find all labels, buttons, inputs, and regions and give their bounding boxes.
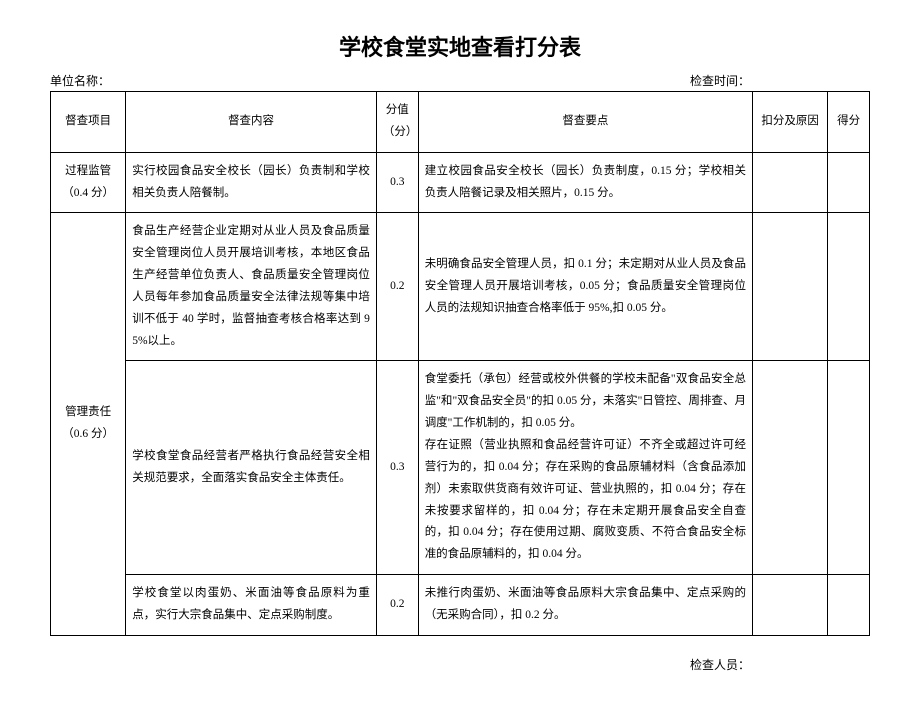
col-content: 督查内容 <box>126 92 377 153</box>
cell-deduct <box>752 213 827 361</box>
page-title: 学校食堂实地查看打分表 <box>50 30 870 62</box>
meta-row: 单位名称： 检查时间： <box>50 72 870 89</box>
cell-score: 0.2 <box>376 213 418 361</box>
table-row: 学校食堂以肉蛋奶、米面油等食品原料为重点，实行大宗食品集中、定点采购制度。 0.… <box>51 575 870 636</box>
cell-points: 未推行肉蛋奶、米面油等食品原料大宗食品集中、定点采购的（无采购合同），扣 0.2… <box>418 575 752 636</box>
cell-get <box>828 213 870 361</box>
cell-deduct <box>752 361 827 575</box>
cell-get <box>828 361 870 575</box>
col-deduct: 扣分及原因 <box>752 92 827 153</box>
cell-get <box>828 152 870 213</box>
cell-score: 0.2 <box>376 575 418 636</box>
cell-score: 0.3 <box>376 361 418 575</box>
cell-score: 0.3 <box>376 152 418 213</box>
table-header-row: 督查项目 督查内容 分值（分） 督查要点 扣分及原因 得分 <box>51 92 870 153</box>
col-points: 督查要点 <box>418 92 752 153</box>
footer-inspector: 检查人员： <box>50 656 870 673</box>
table-row: 过程监管（0.4 分） 实行校园食品安全校长（园长）负责制和学校相关负责人陪餐制… <box>51 152 870 213</box>
cell-points: 食堂委托（承包）经营或校外供餐的学校未配备"双食品安全总监"和"双食品安全员"的… <box>418 361 752 575</box>
cell-content: 学校食堂以肉蛋奶、米面油等食品原料为重点，实行大宗食品集中、定点采购制度。 <box>126 575 377 636</box>
time-label: 检查时间： <box>690 72 870 89</box>
cell-points: 建立校园食品安全校长（园长）负责制度，0.15 分；学校相关负责人陪餐记录及相关… <box>418 152 752 213</box>
cell-content: 食品生产经营企业定期对从业人员及食品质量安全管理岗位人员开展培训考核，本地区食品… <box>126 213 377 361</box>
table-row: 管理责任（0.6 分） 食品生产经营企业定期对从业人员及食品质量安全管理岗位人员… <box>51 213 870 361</box>
unit-label: 单位名称： <box>50 72 110 89</box>
col-get: 得分 <box>828 92 870 153</box>
col-project: 督查项目 <box>51 92 126 153</box>
cell-get <box>828 575 870 636</box>
cell-content: 学校食堂食品经营者严格执行食品经营安全相关规范要求，全面落实食品安全主体责任。 <box>126 361 377 575</box>
score-table: 督查项目 督查内容 分值（分） 督查要点 扣分及原因 得分 过程监管（0.4 分… <box>50 91 870 636</box>
cell-project: 过程监管（0.4 分） <box>51 152 126 213</box>
cell-content: 实行校园食品安全校长（园长）负责制和学校相关负责人陪餐制。 <box>126 152 377 213</box>
cell-deduct <box>752 152 827 213</box>
cell-points: 未明确食品安全管理人员，扣 0.1 分；未定期对从业人员及食品安全管理人员开展培… <box>418 213 752 361</box>
cell-project: 管理责任（0.6 分） <box>51 213 126 635</box>
table-row: 学校食堂食品经营者严格执行食品经营安全相关规范要求，全面落实食品安全主体责任。 … <box>51 361 870 575</box>
cell-deduct <box>752 575 827 636</box>
col-score: 分值（分） <box>376 92 418 153</box>
